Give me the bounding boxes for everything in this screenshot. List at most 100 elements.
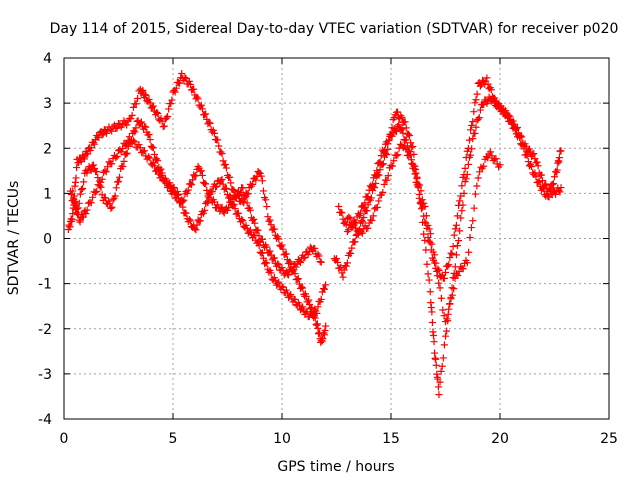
data-point [390, 157, 398, 165]
data-point [279, 245, 287, 253]
data-point [364, 193, 372, 201]
data-point [447, 249, 455, 257]
data-point [291, 295, 299, 303]
data-point [298, 283, 306, 291]
data-point [401, 118, 409, 126]
data-point [444, 262, 452, 270]
data-point [450, 285, 458, 293]
data-point [140, 147, 148, 155]
data-point [402, 145, 410, 153]
data-point [377, 152, 385, 160]
data-point [153, 166, 161, 174]
data-point [113, 124, 121, 132]
data-point [171, 88, 179, 96]
data-point [434, 383, 442, 391]
data-point [470, 204, 478, 212]
data-point [177, 199, 185, 207]
data-point [149, 144, 157, 152]
data-point [227, 194, 235, 202]
data-point [203, 186, 211, 194]
data-point [398, 125, 406, 133]
data-point [383, 151, 391, 159]
data-point [208, 188, 216, 196]
data-point [471, 190, 479, 198]
data-point [424, 233, 432, 241]
data-point [533, 158, 541, 166]
data-point [436, 378, 444, 386]
data-point [446, 254, 454, 262]
data-point [194, 95, 202, 103]
data-point [336, 264, 344, 272]
data-point [198, 171, 206, 179]
data-point [106, 200, 114, 208]
data-point [215, 142, 223, 150]
data-point [148, 103, 156, 111]
data-point [178, 198, 186, 206]
data-point [472, 96, 480, 104]
data-point [111, 192, 119, 200]
data-point [129, 137, 137, 145]
data-point [135, 141, 143, 149]
data-point [202, 180, 210, 188]
x-tick-label: 5 [169, 431, 178, 447]
data-point [376, 166, 384, 174]
data-point [186, 81, 194, 89]
data-point [424, 270, 432, 278]
data-point [311, 244, 319, 252]
data-point [469, 118, 477, 126]
data-point [398, 113, 406, 121]
data-point [378, 161, 386, 169]
data-point [286, 258, 294, 266]
data-point [321, 285, 329, 293]
data-point [442, 268, 449, 276]
data-point [421, 203, 429, 211]
data-point [428, 240, 436, 248]
data-point [278, 241, 286, 249]
data-point [299, 284, 307, 292]
data-point [238, 216, 246, 224]
data-point [125, 133, 133, 141]
data-point [167, 100, 175, 108]
data-point [222, 185, 230, 193]
data-point [425, 225, 433, 233]
data-point [399, 129, 407, 137]
data-point [433, 272, 441, 280]
series-track-4 [335, 74, 565, 282]
data-point [218, 150, 226, 158]
data-point [545, 184, 553, 192]
data-point [334, 258, 342, 266]
data-point [270, 225, 278, 233]
data-point [189, 176, 197, 184]
data-point [168, 96, 176, 104]
data-point [134, 94, 142, 102]
data-point [470, 108, 478, 116]
data-point [154, 157, 162, 165]
grid-lines [64, 58, 609, 419]
data-point [185, 215, 193, 223]
data-point [405, 152, 413, 160]
data-point [257, 172, 265, 180]
data-point [464, 160, 472, 168]
data-point [112, 184, 120, 192]
data-point [166, 179, 174, 187]
data-point [480, 162, 488, 170]
data-point [473, 182, 481, 190]
data-point [127, 115, 135, 123]
data-point [367, 194, 375, 202]
data-point [409, 142, 417, 150]
data-point [202, 110, 210, 118]
data-point [139, 86, 147, 94]
data-point [69, 187, 77, 195]
data-point [426, 288, 434, 296]
data-point [79, 213, 87, 221]
data-point [437, 367, 445, 375]
data-point [209, 126, 217, 134]
data-point [196, 217, 204, 225]
data-point [392, 128, 400, 136]
data-point [266, 216, 274, 224]
data-point [380, 180, 388, 188]
data-point [139, 147, 147, 155]
data-point [557, 184, 565, 192]
data-point [548, 180, 556, 188]
series-track-6 [343, 140, 504, 326]
